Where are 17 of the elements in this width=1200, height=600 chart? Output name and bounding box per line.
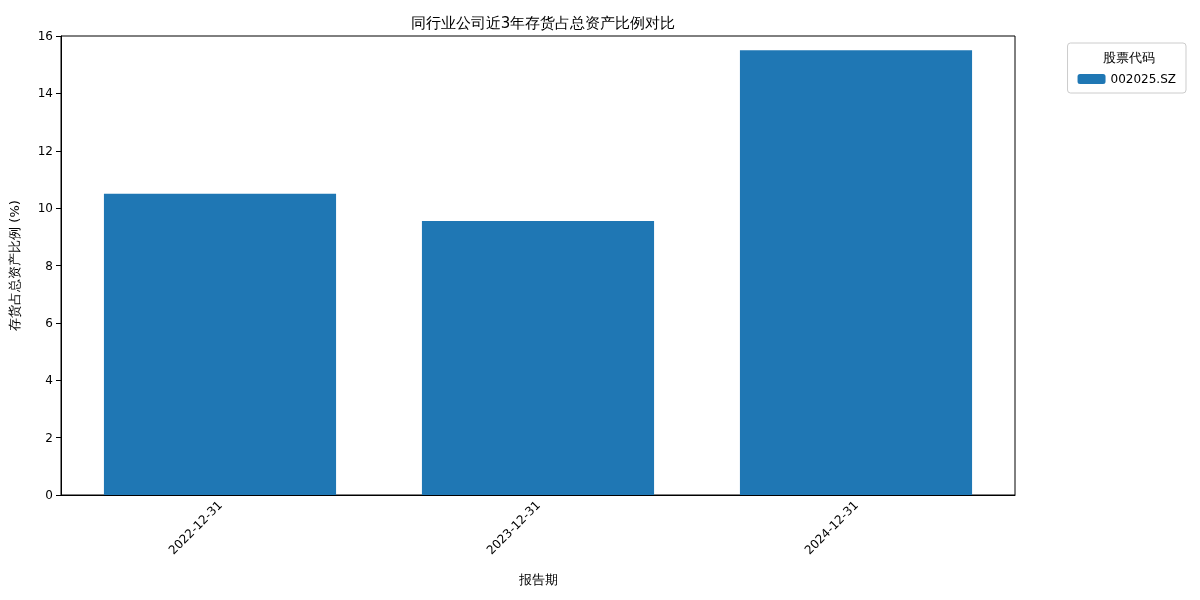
legend-label: 002025.SZ — [1110, 72, 1177, 86]
bar — [103, 193, 337, 495]
y-tick-label: 4 — [45, 373, 53, 388]
y-tick-label: 16 — [37, 29, 53, 43]
chart-title: 同行业公司近3年存货占总资产比例对比 — [410, 13, 676, 32]
y-tick-label: 10 — [37, 201, 53, 216]
bar — [421, 221, 655, 495]
y-tick-label: 6 — [45, 315, 53, 330]
y-axis-title: 存货占总资产比例 (%) — [7, 200, 22, 331]
y-tick-label: 8 — [45, 258, 53, 273]
x-axis-title: 报告期 — [517, 572, 558, 587]
y-tick-label: 0 — [45, 488, 53, 502]
y-tick-label: 14 — [37, 86, 53, 101]
bar — [739, 50, 973, 495]
legend-title: 股票代码 — [1103, 50, 1155, 65]
y-tick-label: 12 — [37, 143, 53, 158]
y-tick-label: 2 — [45, 430, 53, 445]
